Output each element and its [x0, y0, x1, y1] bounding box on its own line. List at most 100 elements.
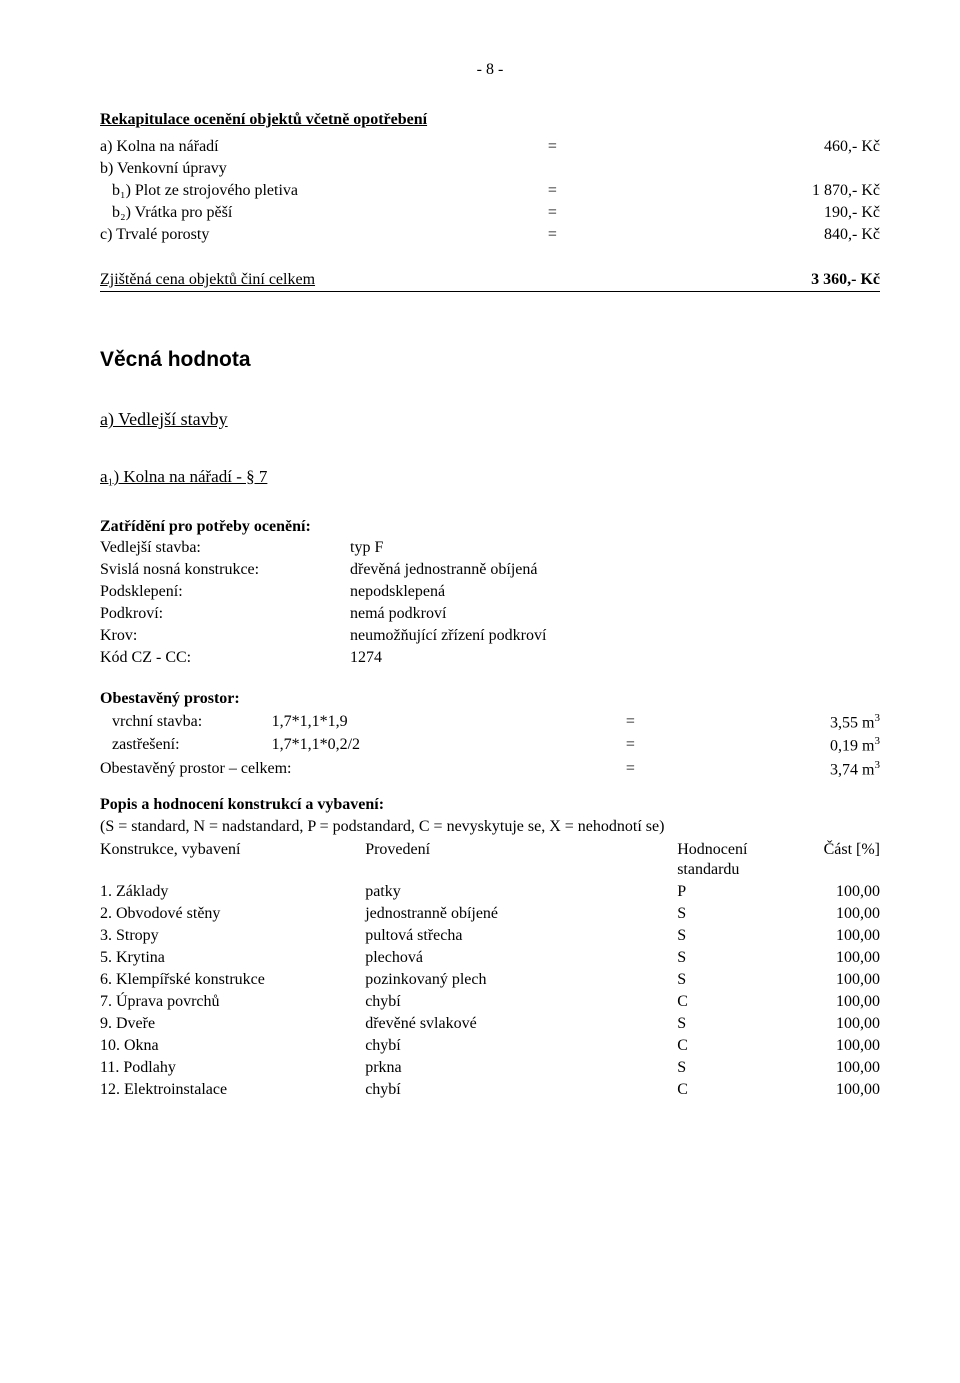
kt-hodnoceni: S: [677, 1057, 778, 1079]
kt-name: 2. Obvodové stěny: [100, 903, 365, 925]
zatrideni-value: 1274: [350, 647, 546, 669]
recap-row: b₁) Plot ze strojového pletiva=1 870,- K…: [100, 180, 880, 202]
kt-cast: 100,00: [779, 947, 880, 969]
recap-label: c) Trvalé porosty: [100, 224, 537, 246]
kt-provedeni: jednostranně obíjené: [365, 903, 677, 925]
obestav-total-row: Obestavěný prostor – celkem: = 3,74 m3: [100, 758, 880, 781]
kt-name: 9. Dveře: [100, 1013, 365, 1035]
recap-value: 1 870,- Kč: [568, 180, 880, 202]
zatrideni-row: Svislá nosná konstrukce:dřevěná jednostr…: [100, 559, 546, 581]
recap-eq: =: [537, 136, 568, 158]
zatrideni-row: Kód CZ - CC:1274: [100, 647, 546, 669]
recap-table: a) Kolna na nářadí=460,- Kčb) Venkovní ú…: [100, 136, 880, 292]
recap-label: b₁) Plot ze strojového pletiva: [100, 180, 537, 202]
kt-provedeni: pozinkovaný plech: [365, 969, 677, 991]
obestav-value: 3,55 m3: [646, 711, 880, 734]
kt-cast: 100,00: [779, 969, 880, 991]
kt-head-hod: Hodnocení standardu: [677, 839, 778, 881]
kt-head-name: Konstrukce, vybavení: [100, 839, 365, 881]
zjistena-row: Zjištěná cena objektů činí celkem 3 360,…: [100, 246, 880, 292]
kt-cast: 100,00: [779, 925, 880, 947]
kt-hodnoceni: S: [677, 969, 778, 991]
kt-name: 3. Stropy: [100, 925, 365, 947]
kt-provedeni: chybí: [365, 1079, 677, 1101]
zjistena-label: Zjištěná cena objektů činí celkem: [100, 246, 537, 292]
zatrideni-key: Podkroví:: [100, 603, 350, 625]
kt-provedeni: dřevěné svlakové: [365, 1013, 677, 1035]
konstrukce-header: Konstrukce, vybavení Provedení Hodnocení…: [100, 839, 880, 881]
konstrukce-row: 9. Dveředřevěné svlakovéS100,00: [100, 1013, 880, 1035]
zatrideni-row: Krov:neumožňující zřízení podkroví: [100, 625, 546, 647]
kt-provedeni: chybí: [365, 1035, 677, 1057]
obestav-label: vrchní stavba:: [100, 711, 272, 734]
recap-row: b) Venkovní úpravy: [100, 158, 880, 180]
konstrukce-table: Konstrukce, vybavení Provedení Hodnocení…: [100, 839, 880, 1101]
vedlejsi-title: a) Vedlejší stavby: [100, 408, 880, 431]
kt-provedeni: patky: [365, 881, 677, 903]
zatrideni-key: Podsklepení:: [100, 581, 350, 603]
recap-value: 190,- Kč: [568, 202, 880, 224]
kt-name: 12. Elektroinstalace: [100, 1079, 365, 1101]
popis-title: Popis a hodnocení konstrukcí a vybavení:: [100, 795, 880, 815]
obestav-row: vrchní stavba:1,7*1,1*1,9=3,55 m3: [100, 711, 880, 734]
recap-value: 840,- Kč: [568, 224, 880, 246]
kt-head-prov: Provedení: [365, 839, 677, 881]
recap-eq: =: [537, 202, 568, 224]
konstrukce-row: 7. Úprava povrchůchybíC100,00: [100, 991, 880, 1013]
kt-name: 1. Základy: [100, 881, 365, 903]
recap-title: Rekapitulace ocenění objektů včetně opot…: [100, 110, 880, 130]
konstrukce-row: 5. KrytinaplechováS100,00: [100, 947, 880, 969]
zjistena-value: 3 360,- Kč: [568, 246, 880, 292]
zatrideni-value: nemá podkroví: [350, 603, 546, 625]
konstrukce-row: 6. Klempířské konstrukcepozinkovaný plec…: [100, 969, 880, 991]
zatrideni-key: Krov:: [100, 625, 350, 647]
zatrideni-table: Vedlejší stavba:typ FSvislá nosná konstr…: [100, 537, 546, 669]
recap-row: c) Trvalé porosty=840,- Kč: [100, 224, 880, 246]
obestav-total-eq: =: [615, 758, 646, 781]
recap-eq: =: [537, 224, 568, 246]
obestav-title: Obestavěný prostor:: [100, 689, 880, 709]
kt-name: 7. Úprava povrchů: [100, 991, 365, 1013]
kt-hodnoceni: C: [677, 1035, 778, 1057]
recap-eq: [537, 158, 568, 180]
obestav-total-value: 3,74 m3: [646, 758, 880, 781]
kt-hodnoceni: C: [677, 991, 778, 1013]
zatrideni-value: typ F: [350, 537, 546, 559]
zatrideni-title: Zatřídění pro potřeby ocenění:: [100, 517, 880, 537]
obestav-value: 0,19 m3: [646, 734, 880, 757]
recap-eq: =: [537, 180, 568, 202]
obestav-label: zastřešení:: [100, 734, 272, 757]
obestav-row: zastřešení:1,7*1,1*0,2/2=0,19 m3: [100, 734, 880, 757]
recap-row: a) Kolna na nářadí=460,- Kč: [100, 136, 880, 158]
konstrukce-row: 1. ZákladypatkyP100,00: [100, 881, 880, 903]
konstrukce-row: 2. Obvodové stěnyjednostranně obíjenéS10…: [100, 903, 880, 925]
zatrideni-value: nepodsklepená: [350, 581, 546, 603]
kt-provedeni: prkna: [365, 1057, 677, 1079]
konstrukce-row: 11. PodlahyprknaS100,00: [100, 1057, 880, 1079]
obestav-total-label: Obestavěný prostor – celkem:: [100, 758, 615, 781]
page-number: - 8 -: [100, 60, 880, 80]
kt-name: 10. Okna: [100, 1035, 365, 1057]
kt-head-cast: Část [%]: [779, 839, 880, 881]
kt-hodnoceni: S: [677, 1013, 778, 1035]
obestav-eq: =: [615, 711, 646, 734]
kt-cast: 100,00: [779, 991, 880, 1013]
konstrukce-row: 12. ElektroinstalacechybíC100,00: [100, 1079, 880, 1101]
zatrideni-row: Vedlejší stavba:typ F: [100, 537, 546, 559]
kt-cast: 100,00: [779, 903, 880, 925]
zatrideni-key: Svislá nosná konstrukce:: [100, 559, 350, 581]
kt-provedeni: pultová střecha: [365, 925, 677, 947]
popis-legend: (S = standard, N = nadstandard, P = pods…: [100, 817, 880, 837]
obestav-eq: =: [615, 734, 646, 757]
zatrideni-value: dřevěná jednostranně obíjená: [350, 559, 546, 581]
kt-cast: 100,00: [779, 1035, 880, 1057]
recap-row: b₂) Vrátka pro pěší=190,- Kč: [100, 202, 880, 224]
zatrideni-row: Podsklepení:nepodsklepená: [100, 581, 546, 603]
recap-value: 460,- Kč: [568, 136, 880, 158]
obestav-calc: 1,7*1,1*1,9: [272, 711, 615, 734]
obestav-calc: 1,7*1,1*0,2/2: [272, 734, 615, 757]
kt-provedeni: plechová: [365, 947, 677, 969]
kt-name: 11. Podlahy: [100, 1057, 365, 1079]
recap-label: b) Venkovní úpravy: [100, 158, 537, 180]
kt-hodnoceni: C: [677, 1079, 778, 1101]
